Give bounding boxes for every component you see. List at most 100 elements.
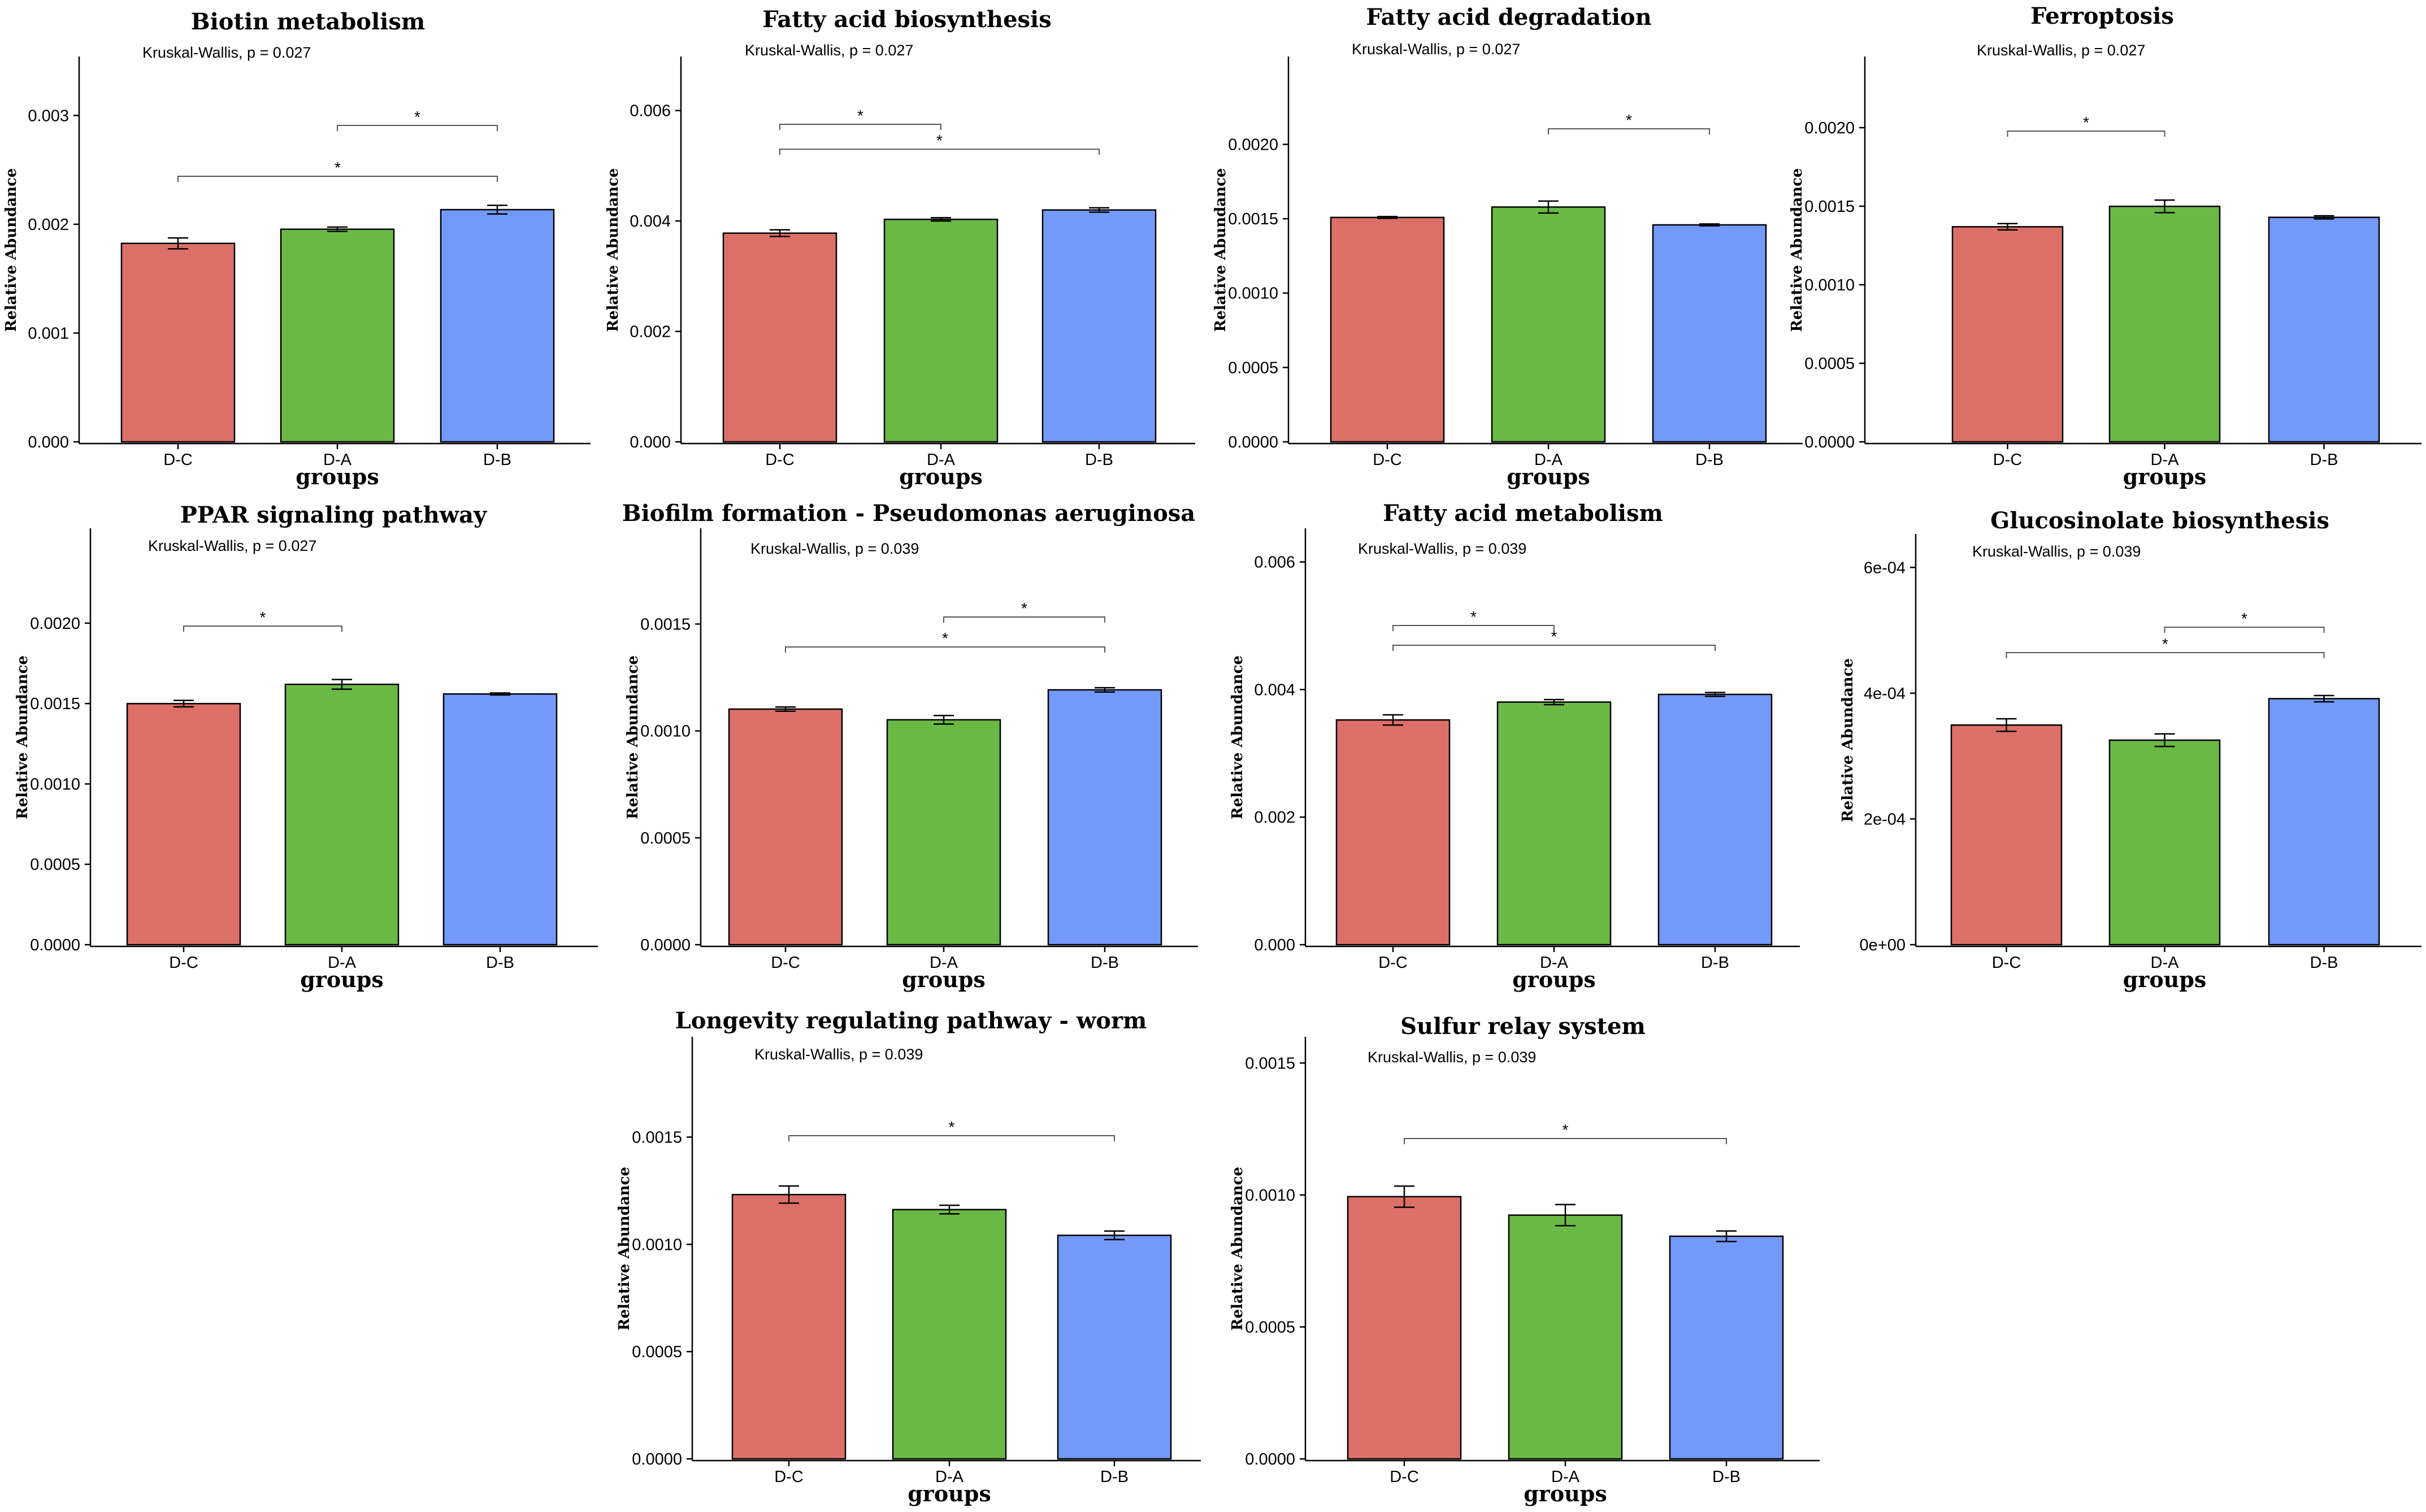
y-tick-label: 0.003 bbox=[28, 107, 69, 125]
x-tick-label: D-A bbox=[1534, 451, 1563, 469]
x-tick-label: D-A bbox=[323, 451, 352, 469]
chart-title: Biofilm formation - Pseudomonas aerugino… bbox=[622, 500, 1195, 527]
significance-bracket bbox=[779, 124, 941, 130]
significance-bracket bbox=[1392, 645, 1716, 651]
y-tick-label: 0.0020 bbox=[1228, 136, 1278, 154]
bar-d-c bbox=[126, 703, 241, 946]
chart-panel: Longevity regulating pathway - worm Krusk… bbox=[616, 1007, 1201, 1506]
bar-d-b bbox=[1041, 209, 1157, 443]
significance-label: * bbox=[260, 609, 266, 626]
y-tick-label: 2e-04 bbox=[1864, 810, 1906, 828]
bar-d-b bbox=[2268, 216, 2380, 443]
chart-title: Longevity regulating pathway - worm bbox=[675, 1007, 1147, 1034]
bar-d-c bbox=[1335, 719, 1451, 946]
bar-d-c bbox=[120, 242, 236, 443]
chart-title: Fatty acid degradation bbox=[1366, 4, 1651, 31]
bar-d-a bbox=[1508, 1214, 1623, 1460]
x-tick-label: D-C bbox=[1992, 954, 2021, 972]
x-axis-label: groups bbox=[1512, 967, 1596, 992]
y-tick-label: 0.0010 bbox=[30, 775, 80, 793]
y-tick-label: 0.0010 bbox=[1228, 285, 1278, 303]
significance-bracket bbox=[2006, 652, 2325, 658]
bar-d-a bbox=[886, 719, 1001, 946]
y-axis-label: Relative Abundance bbox=[14, 655, 31, 819]
chart-panel: PPAR signaling pathway Kruskal-Wallis, p … bbox=[14, 502, 598, 992]
chart-title: PPAR signaling pathway bbox=[180, 502, 488, 528]
bar-d-b bbox=[1047, 689, 1162, 946]
y-tick-label: 0.0000 bbox=[640, 936, 691, 954]
x-axis-label: groups bbox=[908, 1481, 991, 1506]
significance-bracket bbox=[337, 125, 498, 131]
bar-d-b bbox=[2268, 698, 2380, 946]
chart-panel: Glucosinolate biosynthesis Kruskal-Wallis… bbox=[1839, 507, 2421, 992]
y-tick-label: 0.001 bbox=[28, 324, 69, 342]
y-tick-label: 0.0005 bbox=[1245, 1318, 1295, 1336]
significance-label: * bbox=[1626, 111, 1632, 129]
chart-title: Fatty acid biosynthesis bbox=[762, 6, 1052, 33]
chart-panel: Sulfur relay system Kruskal-Wallis, p = 0… bbox=[1229, 1013, 1820, 1506]
bar-d-a bbox=[1496, 701, 1612, 946]
x-axis-label: groups bbox=[2123, 464, 2207, 489]
chart-subtitle: Kruskal-Wallis, p = 0.039 bbox=[1368, 1049, 1536, 1066]
y-axis-label: Relative Abundance bbox=[1839, 658, 1856, 822]
bar-d-c bbox=[728, 708, 843, 946]
x-tick-label: D-A bbox=[2151, 954, 2180, 972]
chart-panel: Fatty acid biosynthesis Kruskal-Wallis, p… bbox=[605, 6, 1195, 489]
x-tick-label: D-B bbox=[2310, 451, 2338, 469]
significance-label: * bbox=[1551, 628, 1557, 645]
significance-bracket bbox=[183, 625, 342, 632]
y-axis-label: Relative Abundance bbox=[616, 1167, 633, 1331]
x-axis-label: groups bbox=[1524, 1481, 1607, 1506]
y-tick-label: 0e+00 bbox=[1860, 936, 1906, 954]
y-tick-label: 0.0000 bbox=[1804, 433, 1855, 451]
y-tick-label: 0.0005 bbox=[1228, 359, 1278, 377]
y-tick-label: 4e-04 bbox=[1864, 685, 1906, 703]
y-axis-label: Relative Abundance bbox=[1212, 168, 1229, 332]
x-tick-label: D-C bbox=[1993, 451, 2023, 469]
chart-subtitle: Kruskal-Wallis, p = 0.027 bbox=[1977, 42, 2145, 59]
y-tick-label: 0.0010 bbox=[632, 1236, 682, 1254]
x-tick-label: D-A bbox=[1540, 954, 1569, 972]
x-tick-label: D-C bbox=[163, 451, 193, 469]
x-tick-label: D-B bbox=[486, 954, 514, 972]
x-tick-label: D-B bbox=[2310, 954, 2338, 972]
significance-label: * bbox=[942, 629, 948, 647]
significance-label: * bbox=[1563, 1121, 1569, 1139]
x-tick-label: D-A bbox=[328, 954, 357, 972]
chart-title: Biotin metabolism bbox=[191, 8, 425, 35]
chart-subtitle: Kruskal-Wallis, p = 0.027 bbox=[745, 42, 913, 59]
chart-subtitle: Kruskal-Wallis, p = 0.039 bbox=[750, 540, 919, 557]
bar-d-c bbox=[1951, 226, 2064, 443]
y-tick-label: 0.0005 bbox=[30, 856, 80, 874]
bar-d-c bbox=[722, 232, 837, 443]
y-tick-label: 0.000 bbox=[28, 433, 69, 451]
bar-d-b bbox=[1652, 224, 1767, 443]
bar-d-a bbox=[883, 218, 999, 443]
significance-bracket bbox=[177, 176, 498, 182]
y-tick-label: 0.0005 bbox=[1804, 355, 1855, 373]
bar-d-a bbox=[280, 228, 395, 443]
significance-bracket bbox=[1392, 625, 1555, 631]
y-tick-label: 0.0020 bbox=[1804, 119, 1855, 137]
y-tick-label: 0.000 bbox=[1254, 936, 1295, 954]
y-axis-label: Relative Abundance bbox=[3, 168, 20, 332]
bar-d-b bbox=[1669, 1235, 1784, 1460]
y-tick-label: 0.002 bbox=[630, 323, 671, 341]
x-tick-label: D-B bbox=[1695, 451, 1724, 469]
bar-d-b bbox=[442, 693, 558, 946]
x-tick-label: D-B bbox=[1091, 954, 1119, 972]
significance-bracket bbox=[1404, 1138, 1727, 1144]
bar-d-c bbox=[1950, 724, 2063, 946]
significance-label: * bbox=[936, 132, 943, 149]
y-tick-label: 0.0000 bbox=[1245, 1450, 1295, 1468]
significance-label: * bbox=[1470, 608, 1477, 625]
chart-subtitle: Kruskal-Wallis, p = 0.039 bbox=[1358, 540, 1526, 557]
significance-bracket bbox=[2007, 131, 2165, 137]
x-axis-label: groups bbox=[300, 967, 384, 992]
x-tick-label: D-B bbox=[483, 451, 511, 469]
chart-title: Sulfur relay system bbox=[1400, 1013, 1646, 1040]
bar-d-b bbox=[440, 208, 555, 443]
significance-bracket bbox=[785, 646, 1105, 653]
significance-label: * bbox=[1021, 599, 1027, 617]
